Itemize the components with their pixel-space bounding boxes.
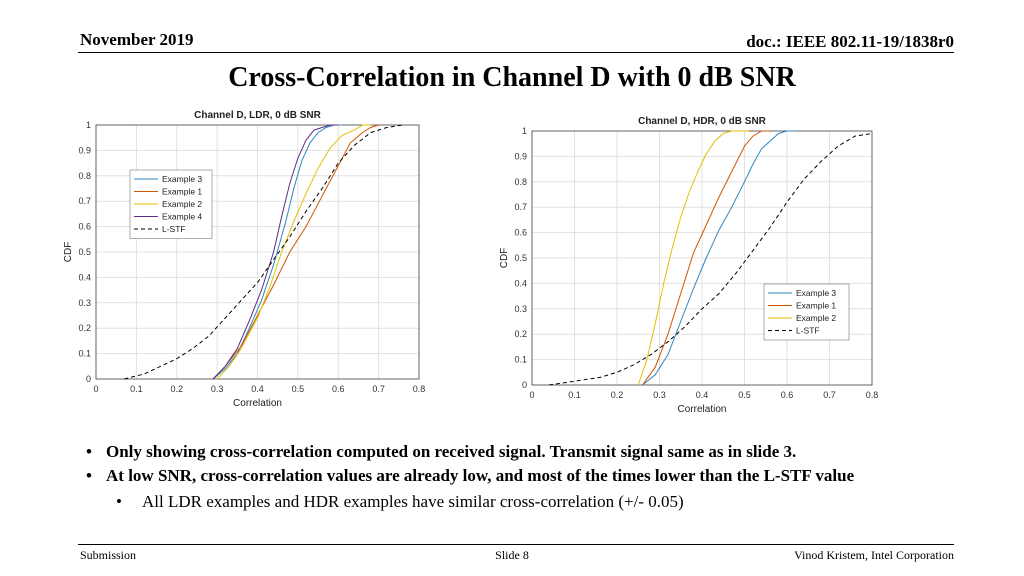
x-axis-label: Correlation [678, 404, 727, 415]
series-line-example-1 [212, 124, 379, 380]
legend-label: Example 4 [162, 212, 202, 222]
y-tick-label: 0.2 [514, 329, 527, 339]
x-tick-label: 0.3 [211, 384, 224, 394]
x-tick-label: 0.8 [413, 384, 426, 394]
x-tick-label: 0.5 [292, 384, 305, 394]
y-tick-label: 0.3 [78, 298, 91, 308]
legend-label: Example 2 [162, 199, 202, 209]
x-tick-label: 0.6 [781, 390, 794, 400]
x-tick-label: 0 [529, 390, 534, 400]
y-tick-label: 0.1 [78, 349, 91, 359]
x-tick-label: 0.6 [332, 384, 345, 394]
header-doc-id: doc.: IEEE 802.11-19/1838r0 [746, 32, 954, 51]
chart-title: Channel D, HDR, 0 dB SNR [638, 116, 767, 127]
bullet-marker: • [86, 442, 92, 461]
legend-label: Example 3 [796, 288, 836, 298]
y-tick-label: 0.6 [514, 228, 527, 238]
footer-author: Vinod Kristem, Intel Corporation [794, 548, 954, 562]
y-tick-label: 0.8 [78, 171, 91, 181]
y-tick-label: 0.5 [514, 253, 527, 263]
x-tick-label: 0.4 [251, 384, 264, 394]
series-line-example-4 [212, 124, 339, 380]
plot-frame [95, 124, 420, 380]
sub-bullet-item: • All LDR examples and HDR examples have … [86, 490, 946, 514]
y-tick-label: 1 [86, 120, 91, 130]
x-tick-label: 0.7 [823, 390, 836, 400]
y-tick-label: 0.8 [514, 177, 527, 187]
y-tick-label: 0.9 [78, 145, 91, 155]
legend-label: Example 1 [796, 301, 836, 311]
bullet-text: Only showing cross-correlation computed … [106, 442, 797, 461]
footer-divider [78, 544, 954, 545]
series-line-example-3 [212, 124, 343, 380]
header-divider [78, 52, 954, 53]
chart-title: Channel D, LDR, 0 dB SNR [194, 110, 321, 121]
slide-title: Cross-Correlation in Channel D with 0 dB… [228, 62, 796, 93]
chart-hdr-svg: 0 0.1 0.2 0.3 0.4 0.5 0.6 0.7 0.8 0 0.1 0.2 0.3 0.4 0.… [499, 116, 879, 415]
y-tick-label: 1 [522, 126, 527, 136]
footer-submission: Submission [80, 548, 137, 562]
chart-ldr: 0 0.1 0.2 0.3 0.4 0.5 0.6 0.7 0.8 0 0.1 0.2 0.3 0.4 0.… [58, 104, 443, 419]
legend-label: Example 1 [162, 187, 202, 197]
bullet-marker: • [86, 466, 92, 485]
y-tick-label: 0.1 [514, 355, 527, 365]
y-tick-label: 0.4 [514, 278, 527, 288]
series-line-example-2 [637, 130, 749, 386]
series-line-example-3 [642, 130, 796, 386]
y-tick-label: 0.3 [514, 304, 527, 314]
legend-label: Example 3 [162, 174, 202, 184]
x-tick-label: 0.7 [372, 384, 385, 394]
series-line-l-stf [124, 124, 403, 380]
chart-ldr-svg: 0 0.1 0.2 0.3 0.4 0.5 0.6 0.7 0.8 0 0.1 0.2 0.3 0.4 0.… [63, 110, 426, 409]
legend-label: Example 2 [796, 313, 836, 323]
footer-slide-number: Slide 8 [495, 548, 529, 562]
y-tick-label: 0.7 [514, 202, 527, 212]
x-tick-label: 0.2 [170, 384, 183, 394]
x-tick-label: 0.8 [866, 390, 879, 400]
bullet-item: • At low SNR, cross-correlation values ar… [86, 464, 946, 488]
x-tick-label: 0.3 [653, 390, 666, 400]
sub-bullet-marker: • [116, 492, 122, 511]
plot-frame [531, 130, 873, 386]
x-tick-label: 0.1 [568, 390, 581, 400]
y-tick-label: 0.6 [78, 222, 91, 232]
y-tick-label: 0.9 [514, 151, 527, 161]
y-tick-label: 0 [522, 380, 527, 390]
y-tick-label: 0 [86, 374, 91, 384]
bullet-item: • Only showing cross-correlation computed… [86, 440, 946, 464]
x-tick-label: 0.4 [696, 390, 709, 400]
y-tick-label: 0.7 [78, 196, 91, 206]
series-line-example-1 [642, 130, 770, 386]
x-tick-label: 0 [93, 384, 98, 394]
header-date: November 2019 [80, 30, 194, 49]
series-line-example-2 [216, 124, 371, 380]
y-axis-label: CDF [499, 248, 510, 269]
y-axis-label: CDF [63, 242, 74, 263]
y-tick-label: 0.5 [78, 247, 91, 257]
sub-bullet-text: All LDR examples and HDR examples have s… [142, 492, 684, 511]
chart-hdr: 0 0.1 0.2 0.3 0.4 0.5 0.6 0.7 0.8 0 0.1 0.2 0.3 0.4 0.… [488, 110, 888, 425]
y-tick-label: 0.4 [78, 272, 91, 282]
x-tick-label: 0.1 [130, 384, 143, 394]
x-tick-label: 0.2 [611, 390, 624, 400]
legend-label: L-STF [796, 326, 820, 336]
x-axis-label: Correlation [233, 398, 282, 409]
bullet-list: • Only showing cross-correlation computed… [86, 440, 946, 514]
bullet-text: At low SNR, cross-correlation values are… [106, 466, 855, 485]
y-tick-label: 0.2 [78, 323, 91, 333]
legend-label: L-STF [162, 224, 186, 234]
x-tick-label: 0.5 [738, 390, 751, 400]
